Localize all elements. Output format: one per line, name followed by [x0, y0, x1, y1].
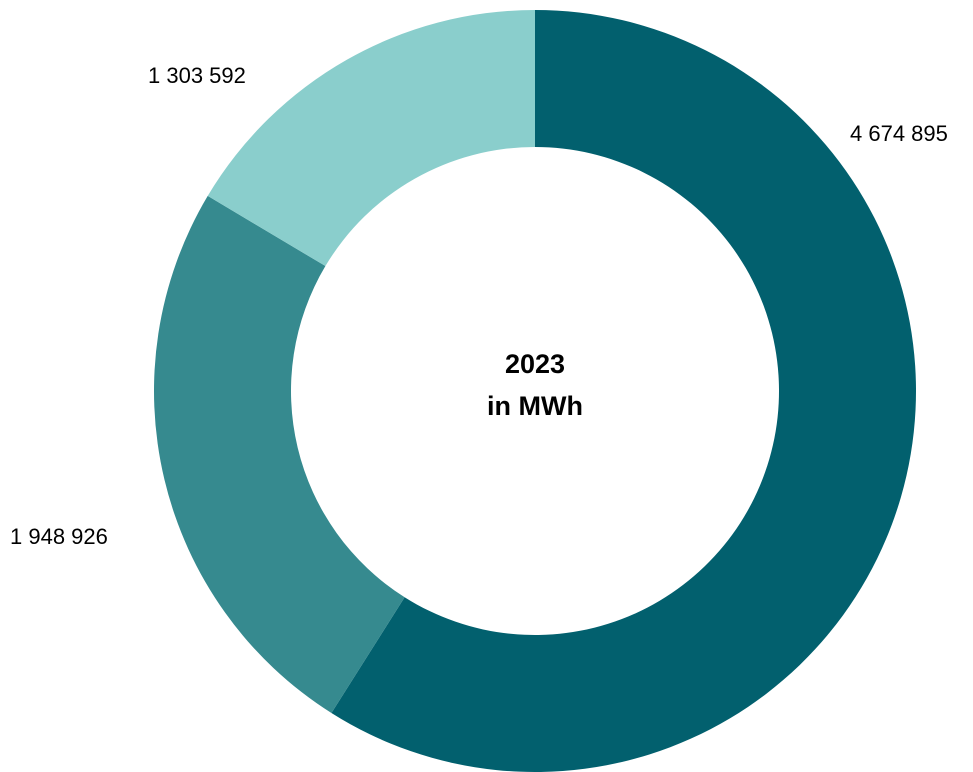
- center-unit: in MWh: [487, 391, 583, 421]
- slice-label-2: 1 303 592: [148, 63, 246, 88]
- donut-slice-0: [331, 10, 917, 772]
- slice-labels: 4 674 895 1 948 926 1 303 592: [10, 63, 948, 549]
- donut-slice-1: [153, 195, 405, 714]
- slice-label-1: 1 948 926: [10, 524, 108, 549]
- center-year: 2023: [505, 349, 565, 379]
- slice-label-0: 4 674 895: [850, 121, 948, 146]
- donut-slice-2: [207, 10, 535, 267]
- donut-slices: [153, 10, 917, 772]
